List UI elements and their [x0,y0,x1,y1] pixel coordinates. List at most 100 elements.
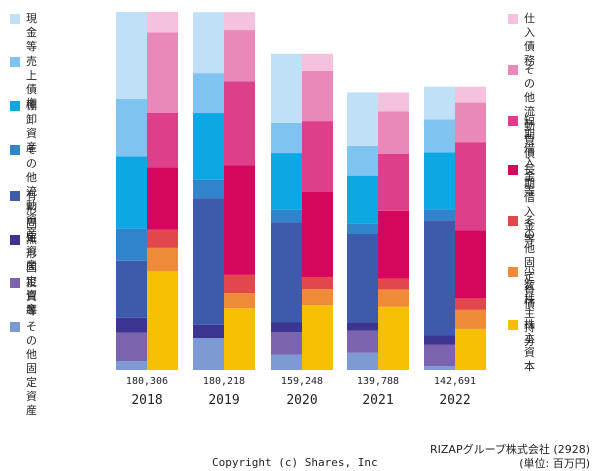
asset-bar-segment [116,260,147,318]
asset-bar-segment [271,354,302,370]
legend-item: その他 固定資産 [10,320,37,418]
total-label: 180,306 [126,376,168,387]
legend-label: その他 流動資産 [26,143,37,240]
asset-bar-segment [271,53,302,123]
liability-bar-segment [224,12,255,31]
liability-bar-segment [455,230,486,299]
asset-bar-segment [424,209,455,221]
legend-swatch [508,216,518,226]
liability-bar-segment [302,53,333,71]
asset-bar-segment [424,119,455,153]
legend-swatch [10,191,20,201]
asset-bar-segment [116,332,147,362]
asset-bar-segment [116,317,147,333]
legend-label: その他 固定資産 [26,320,37,417]
legend-label: 投資等 [26,276,37,317]
legend-swatch [10,101,20,111]
asset-bar-segment [116,361,147,370]
liability-bar-segment [378,210,409,279]
liability-bar-segment [455,328,486,370]
legend-swatch [508,65,518,75]
asset-bar-segment [116,98,147,157]
liability-bar-segment [302,305,333,370]
legend-swatch [10,278,20,288]
legend-label: 株主資本 [524,318,535,373]
legend-swatch [10,322,20,332]
legend-label: 無形固定資産 [26,233,37,316]
liability-bar-segment [302,70,333,122]
year-label: 2019 [208,393,239,408]
legend-swatch [10,57,20,67]
liability-bar-segment [224,308,255,370]
legend-item: 少数株主持分 [508,265,535,349]
asset-bar-segment [193,12,224,74]
legend-item: その他 流動資産 [10,143,37,241]
liability-bar-segment [378,278,409,290]
liability-bar-segment [455,298,486,310]
asset-bar-segment [347,330,378,353]
legend-swatch [508,116,518,126]
company-info: RIZAPグループ株式会社 (2928) (単位: 百万円) [430,443,590,471]
legend-item: 長期借入金等 [508,163,535,247]
liability-bar-segment [302,192,333,277]
unit-label: (単位: 百万円) [519,457,590,470]
liability-bar-segment [147,112,178,168]
liability-bar-segment [302,276,333,290]
year-label: 2022 [439,393,470,408]
asset-bar-segment [271,322,302,332]
legend-swatch [10,145,20,155]
legend-swatch [10,14,20,24]
liability-bar-segment [147,12,178,33]
asset-bar-segment [424,335,455,345]
asset-bar-segment [424,152,455,210]
asset-bar-segment [424,366,455,370]
liability-bar-segment [455,142,486,231]
legend-swatch [508,14,518,24]
asset-bar-segment [271,153,302,210]
legend-item: 短期借入金等 [508,114,535,198]
asset-bar-segment [193,179,224,199]
asset-bar-segment [347,145,378,176]
asset-bar-segment [347,352,378,370]
legend-item: 有形固定資産 [10,189,37,273]
legend-swatch [10,235,20,245]
year-label: 2021 [362,393,393,408]
liability-bar-segment [224,293,255,309]
liability-bar-segment [147,247,178,272]
legend-item: 仕入債務 [508,12,535,68]
legend-label: 売上債権 [26,55,37,110]
liability-bar-segment [224,165,255,275]
legend-label: 長期借入金等 [524,163,535,246]
legend-item: 無形固定資産 [10,233,37,317]
liability-bar-segment [378,306,409,370]
asset-bar-segment [347,223,378,235]
total-label: 139,788 [357,376,399,387]
asset-bar-segment [271,222,302,323]
legend-item: その他 固定負債 [508,214,535,312]
asset-bar-segment [193,198,224,325]
total-label: 180,218 [203,376,245,387]
asset-bar-segment [424,220,455,336]
asset-bar-segment [347,234,378,323]
liability-bar-segment [147,167,178,230]
liability-bar-segment [147,32,178,113]
liability-bar-segment [302,289,333,306]
legend-swatch [508,320,518,330]
liability-bar-segment [302,121,333,193]
company-name: RIZAPグループ株式会社 (2928) [430,443,590,456]
total-label: 159,248 [281,376,323,387]
legend-swatch [508,165,518,175]
legend-item: 現金等 [10,12,37,54]
bars-group [116,12,486,370]
asset-bar-segment [424,344,455,367]
asset-bar-segment [193,73,224,114]
legend-item: その他 流動負債 [508,63,535,161]
legend-label: 仕入債務 [524,12,535,67]
legend-label: 現金等 [26,12,37,53]
liability-bar-segment [378,92,409,112]
legend-label: 少数株主持分 [524,265,535,348]
liability-bar-segment [378,111,409,154]
legend-item: 投資等 [10,276,37,318]
legend-item: 売上債権 [10,55,37,111]
